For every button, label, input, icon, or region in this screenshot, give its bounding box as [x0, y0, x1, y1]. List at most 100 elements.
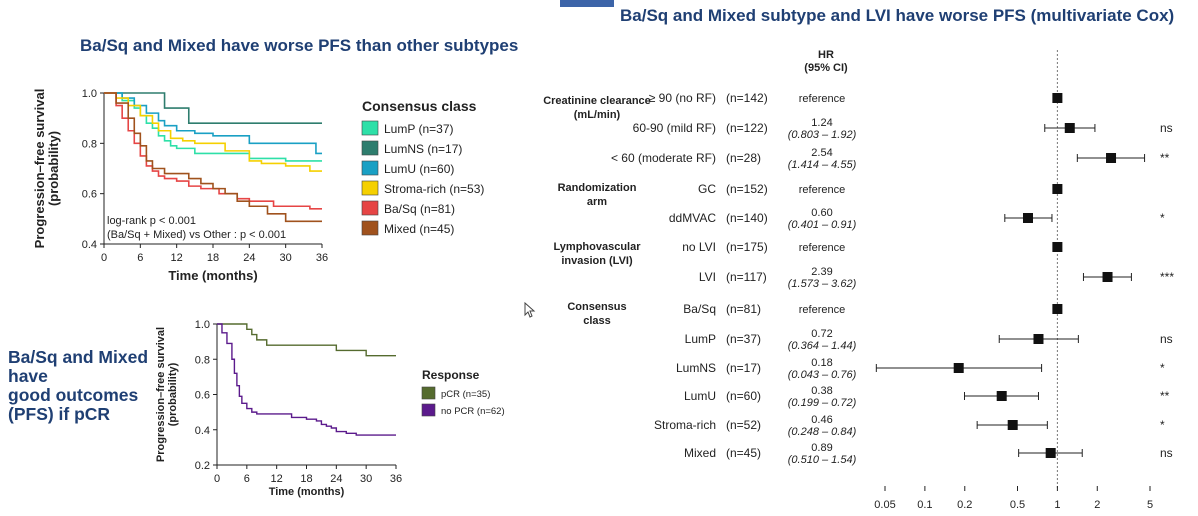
legend-swatch — [361, 140, 379, 156]
x-tick-label: 30 — [360, 473, 372, 485]
legend-label: Stroma-rich (n=53) — [384, 182, 484, 196]
x-tick-label: 6 — [137, 252, 143, 264]
hr-value: reference — [799, 93, 845, 105]
legend-title: Response — [422, 368, 480, 382]
forest-group-label: class — [583, 315, 611, 327]
y-tick-label: 0.4 — [82, 239, 97, 251]
hr-value: reference — [799, 242, 845, 254]
y-tick-label: 0.4 — [195, 425, 210, 437]
y-tick-label: 1.0 — [82, 88, 97, 100]
forest-row-label: < 60 (moderate RF) — [611, 151, 716, 165]
hr-point — [1045, 448, 1056, 458]
forest-row-label: LumNS — [676, 361, 716, 375]
y-tick-label: 0.6 — [82, 189, 97, 201]
legend-label: no PCR (n=62) — [441, 406, 505, 417]
forest-row-n: (n=140) — [726, 211, 768, 225]
x-tick-label: 2 — [1094, 499, 1100, 511]
hr-column-title: HR — [818, 49, 834, 61]
y-axis-label-line: Progression–free survival — [32, 89, 47, 249]
y-tick-label: 0.8 — [82, 138, 97, 150]
legend-label: Ba/Sq (n=81) — [384, 202, 455, 216]
forest-row-label: LVI — [699, 270, 716, 284]
km-curve — [217, 323, 396, 357]
ci-value: (0.199 – 0.72) — [788, 397, 857, 409]
hr-point — [1052, 242, 1063, 252]
x-tick-label: 0 — [101, 252, 107, 264]
hr-value: 0.18 — [811, 357, 832, 369]
y-axis-label-line: (probability) — [46, 131, 61, 206]
km-curve — [104, 92, 322, 162]
forest-row-label: 60-90 (mild RF) — [633, 121, 716, 135]
x-tick-label: 12 — [271, 473, 283, 485]
legend-swatch — [361, 180, 379, 196]
x-tick-label: 36 — [390, 473, 402, 485]
significance-label: ** — [1160, 389, 1170, 403]
hr-value: 0.89 — [811, 442, 832, 454]
forest-row-n: (n=152) — [726, 182, 768, 196]
hr-point — [1007, 420, 1018, 430]
forest-row-label: ≥ 90 (no RF) — [649, 91, 716, 105]
hr-value: 1.24 — [811, 117, 832, 129]
ci-value: (0.248 – 0.84) — [788, 426, 857, 438]
y-axis-label-line: (probability) — [167, 362, 179, 426]
km-response-chart: 0.2 0.4 0.6 0.8 1.0 0 6 12 18 24 30 36 Time (months)… — [155, 319, 505, 498]
forest-row-n: (n=37) — [726, 332, 761, 346]
legend-title: Consensus class — [362, 98, 477, 114]
forest-row-n: (n=122) — [726, 121, 768, 135]
forest-row-label: Ba/Sq — [683, 302, 716, 316]
y-tick-label: 0.2 — [195, 460, 210, 472]
x-tick-label: 24 — [243, 252, 255, 264]
hr-point — [1106, 153, 1117, 163]
header-accent-bar — [560, 0, 614, 7]
forest-group-label: invasion (LVI) — [561, 255, 633, 267]
x-tick-label: 0 — [214, 473, 220, 485]
x-tick-label: 0.2 — [957, 499, 972, 511]
significance-label: ns — [1160, 332, 1173, 346]
km-curve — [104, 92, 322, 124]
x-tick-label: 12 — [171, 252, 183, 264]
pcr-note-line: have — [8, 366, 48, 386]
km-curve — [217, 323, 396, 436]
legend-label: LumU (n=60) — [384, 162, 454, 176]
forest-group-label: Lymphovascular — [553, 241, 641, 253]
y-tick-label: 0.6 — [195, 390, 210, 402]
y-tick-label: 1.0 — [195, 319, 210, 331]
ci-value: (0.803 – 1.92) — [788, 129, 857, 141]
significance-label: *** — [1160, 270, 1174, 284]
hr-point — [1052, 304, 1063, 314]
significance-label: ** — [1160, 151, 1170, 165]
legend-label: pCR (n=35) — [441, 389, 490, 400]
forest-group-label: (mL/min) — [574, 109, 621, 121]
pcr-note-line: (PFS) if pCR — [8, 404, 111, 424]
y-axis-label-line: Progression–free survival — [155, 327, 167, 462]
forest-row-label: ddMVAC — [669, 211, 716, 225]
hr-point — [1052, 184, 1063, 194]
hr-point — [1033, 334, 1044, 344]
pcr-note: Ba/Sq and Mixed have good outcomes (PFS)… — [8, 348, 158, 424]
forest-group-label: Creatinine clearance — [543, 95, 651, 107]
ci-value: (0.401 – 0.91) — [788, 219, 857, 231]
significance-label: * — [1160, 211, 1165, 225]
hr-value: 0.60 — [811, 207, 832, 219]
x-tick-label: 5 — [1147, 499, 1153, 511]
forest-section-heading: Ba/Sq and Mixed subtype and LVI have wor… — [620, 6, 1175, 25]
km-curve — [104, 92, 322, 155]
forest-row-label: LumU — [684, 389, 716, 403]
legend-label: LumP (n=37) — [384, 122, 454, 136]
significance-label: ns — [1160, 121, 1173, 135]
forest-row-n: (n=81) — [726, 302, 761, 316]
km-consensus-chart: 0.4 0.6 0.8 1.0 0 6 12 18 24 30 36 Time (months) Pro… — [32, 88, 484, 283]
ci-value: (0.043 – 0.76) — [788, 369, 857, 381]
x-tick-label: 18 — [300, 473, 312, 485]
legend-swatch — [421, 403, 436, 417]
forest-row-label: LumP — [685, 332, 716, 346]
hr-point — [1052, 93, 1063, 103]
hr-value: reference — [799, 304, 845, 316]
hr-value: 0.46 — [811, 414, 832, 426]
hr-value: reference — [799, 184, 845, 196]
forest-row-n: (n=142) — [726, 91, 768, 105]
x-axis-label: Time (months) — [168, 268, 257, 283]
x-tick-label: 0.5 — [1010, 499, 1025, 511]
hr-value: 2.54 — [811, 147, 832, 159]
